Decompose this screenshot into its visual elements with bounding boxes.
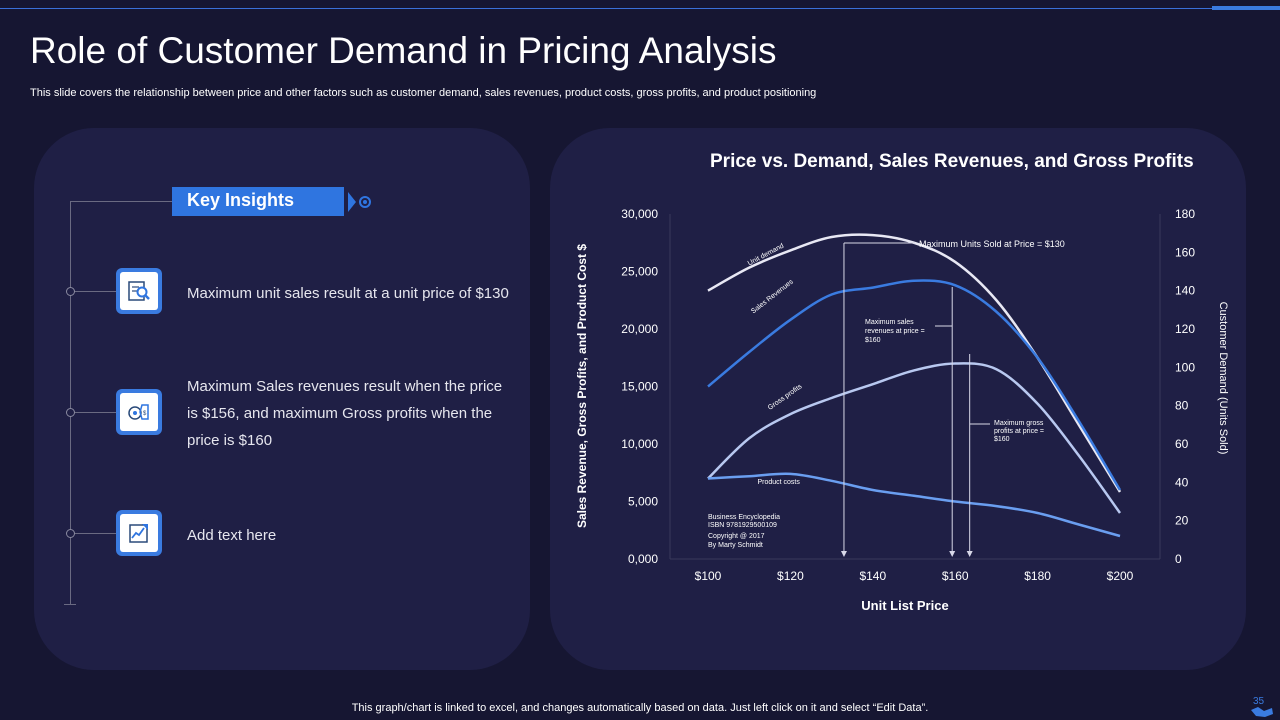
- insight-3-icon-box: [116, 510, 162, 556]
- key-insights-arrow-icon: [348, 192, 356, 212]
- tree-bottom-cap: [64, 604, 76, 605]
- chart-panel: [550, 128, 1246, 670]
- key-insights-label: Key Insights: [172, 187, 344, 216]
- insight-3-text: Add text here: [187, 527, 277, 544]
- tree-trunk: [70, 201, 71, 605]
- insight-1-icon-box: [116, 268, 162, 314]
- tree-node-1: [66, 287, 75, 296]
- chart-report-icon: [129, 524, 148, 543]
- page-number: 35: [1253, 696, 1265, 707]
- insight-2-text: Maximum Sales revenues result when the p…: [187, 378, 503, 449]
- insight-1-text: Maximum unit sales result at a unit pric…: [187, 285, 509, 302]
- analysis-icon: [128, 281, 150, 301]
- page-title: Role of Customer Demand in Pricing Analy…: [30, 30, 777, 71]
- insight-2-icon-box: $: [116, 389, 162, 435]
- page-subtitle: This slide covers the relationship betwe…: [30, 87, 817, 99]
- target-icon: [359, 196, 371, 208]
- tree-branch-1: [70, 291, 118, 292]
- footer-note: This graph/chart is linked to excel, and…: [351, 702, 929, 714]
- tree-branch-3: [70, 533, 118, 534]
- chart-title: Price vs. Demand, Sales Revenues, and Gr…: [710, 151, 1194, 172]
- tree-node-2: [66, 408, 75, 417]
- top-accent-bar: [1212, 6, 1280, 10]
- top-rule: [0, 8, 1280, 9]
- tree-top-branch: [70, 201, 172, 202]
- svg-text:$: $: [143, 411, 147, 417]
- price-tag-icon: $: [128, 404, 149, 420]
- tree-branch-2: [70, 412, 118, 413]
- handshake-logo-icon: [1251, 707, 1273, 717]
- tree-node-3: [66, 529, 75, 538]
